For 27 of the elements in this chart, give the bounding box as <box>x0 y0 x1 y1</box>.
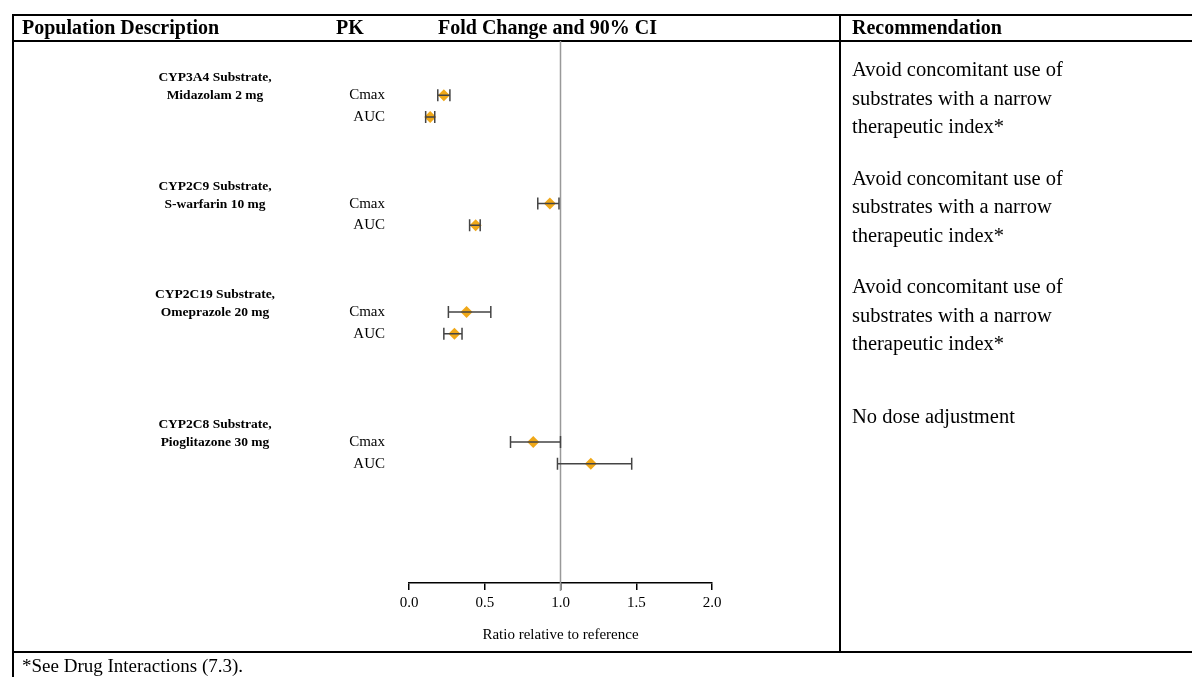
x-tick-label: 0.5 <box>475 593 495 610</box>
y-tick-label: Cmax <box>349 86 386 103</box>
x-tick-label: 2.0 <box>702 593 722 610</box>
x-tick-label: 1.0 <box>551 593 570 610</box>
x-tick-label: 0.0 <box>399 593 419 610</box>
y-tick-label: Cmax <box>349 433 386 450</box>
x-axis-title: Ratio relative to reference <box>482 625 639 642</box>
text: Avoid concomitant use of substrates with a narrow therapeutic index* <box>852 274 1064 357</box>
text: Avoid concomitant use of substrates with a narrow therapeutic index* <box>852 165 1064 249</box>
text: Avoid concomitant use of substrates with a narrow therapeutic index* <box>852 57 1064 140</box>
text: CYP2C9 Substrate, S-warfarin 10 mg <box>157 176 273 213</box>
text: PK <box>336 16 364 39</box>
y-tick-label: AUC <box>353 454 385 471</box>
text: CYP3A4 Substrate, Midazolam 2 mg <box>157 68 273 105</box>
text: *See Drug Interactions (7.3). <box>22 655 244 677</box>
y-tick-label: AUC <box>353 324 385 341</box>
y-tick-label: AUC <box>353 107 385 124</box>
text: Population Description <box>22 16 220 39</box>
x-tick-label: 1.5 <box>626 593 646 610</box>
text: CYP2C19 Substrate, Omeprazole 20 mg <box>154 285 276 321</box>
chart-title: Fold Change and 90% CI <box>438 16 657 39</box>
y-tick-label: Cmax <box>349 194 386 211</box>
text: CYP2C8 Substrate, Pioglitazone 30 mg <box>157 415 273 452</box>
y-tick-label: Cmax <box>349 302 386 319</box>
text: Recommendation <box>852 16 1002 39</box>
y-tick-label: AUC <box>353 216 385 233</box>
text: No dose adjustment <box>852 404 1016 430</box>
